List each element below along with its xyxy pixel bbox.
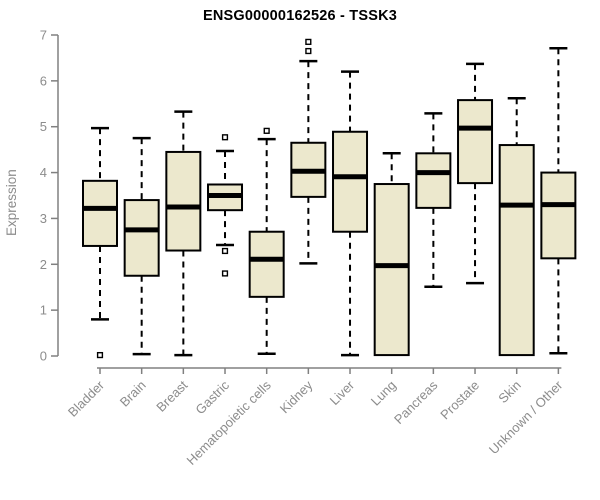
outlier-bladder: [96, 351, 104, 359]
y-tick-label: 4: [40, 165, 47, 180]
x-tick-label-liver: Liver: [327, 377, 358, 408]
y-tick-label: 6: [40, 73, 47, 88]
x-tick-label-breast: Breast: [153, 377, 190, 414]
box-lung: [373, 183, 410, 357]
box-hematopoietic-cells: [248, 230, 285, 298]
y-tick-label: 3: [40, 211, 47, 226]
x-tick-label-pancreas: Pancreas: [391, 377, 441, 427]
chart-title: ENSG00000162526 - TSSK3: [202, 8, 398, 24]
y-tick-label: 0: [40, 349, 47, 364]
x-tick-label-lung: Lung: [368, 378, 399, 409]
y-tick-label: 1: [40, 303, 47, 318]
x-tick-label-unknown-other: Unknown / Other: [486, 377, 566, 457]
y-tick-label: 7: [40, 28, 47, 43]
outlier-kidney: [305, 38, 312, 45]
x-tick-label-gastric: Gastric: [192, 377, 232, 417]
y-tick-label: 2: [40, 257, 47, 272]
x-tick-label-skin: Skin: [495, 378, 523, 406]
box-bladder: [82, 179, 118, 247]
box-pancreas: [415, 152, 452, 209]
outlier-gastric: [221, 270, 229, 277]
y-axis-title: Expression: [4, 169, 19, 236]
box-unknown-other: [540, 171, 577, 260]
y-tick-label: 5: [40, 119, 47, 134]
outlier-hematopoietic-cells: [263, 127, 270, 134]
x-tick-label-bladder: Bladder: [65, 377, 108, 420]
x-tick-label-kidney: Kidney: [277, 377, 316, 416]
x-tick-label-prostate: Prostate: [437, 378, 482, 423]
box-prostate: [457, 99, 494, 185]
box-breast: [165, 150, 202, 252]
box-brain: [123, 199, 160, 277]
outlier-gastric: [221, 134, 229, 141]
box-skin: [498, 144, 535, 357]
outlier-kidney: [305, 47, 312, 55]
box-liver: [332, 130, 369, 233]
outlier-gastric: [221, 247, 229, 255]
x-tick-label-brain: Brain: [117, 378, 149, 410]
